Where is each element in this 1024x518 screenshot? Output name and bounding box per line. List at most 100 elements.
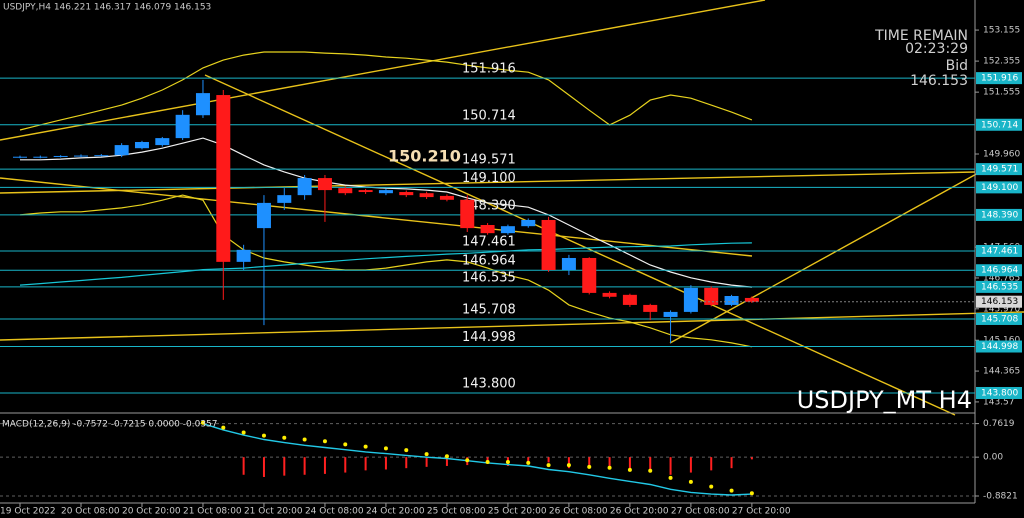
- candle-body: [460, 199, 475, 229]
- macd-signal-dot: [383, 446, 388, 451]
- macd-histogram-bar: [567, 457, 570, 469]
- macd-signal-dot: [404, 448, 409, 453]
- macd-line: [202, 423, 752, 496]
- trendline: [669, 171, 981, 344]
- macd-histogram-bar: [344, 457, 347, 473]
- candle-body: [602, 292, 617, 297]
- macd-y-tick-label: -0.8821: [983, 492, 1018, 502]
- candle-body: [500, 226, 515, 234]
- candle-body: [114, 145, 129, 156]
- plot-area: 153.155152.355151.555149.960147.560146.7…: [0, 26, 1022, 517]
- x-tick-label: 21 Oct 20:00: [244, 507, 303, 517]
- level-label: 145.708: [462, 302, 516, 317]
- macd-signal-dot: [363, 444, 368, 449]
- candle-body: [582, 257, 597, 293]
- x-tick-label: 27 Oct 08:00: [671, 507, 730, 517]
- candle-body: [541, 219, 556, 271]
- candle-body: [561, 257, 576, 271]
- macd-histogram-bar: [384, 457, 387, 470]
- candle-body: [297, 178, 312, 196]
- y-tick-label: 143.57: [983, 397, 1015, 407]
- level-price-label: 145.708: [981, 314, 1018, 324]
- candle-body: [480, 225, 495, 234]
- x-tick-label: 26 Oct 20:00: [610, 507, 669, 517]
- macd-y-tick-label: 0.00: [983, 453, 1003, 463]
- macd-signal-dot: [282, 435, 287, 440]
- macd-signal-dot: [587, 464, 592, 469]
- x-tick-label: 21 Oct 08:00: [183, 507, 242, 517]
- bid-label: Bid: [946, 58, 968, 74]
- level-price-box: [976, 280, 1022, 293]
- y-tick-label: 144.365: [983, 367, 1020, 377]
- level-price-box: [976, 340, 1022, 353]
- candle-body: [155, 138, 170, 146]
- candle-body: [683, 287, 698, 312]
- bid-price-label: 146.153: [981, 297, 1018, 307]
- level-price-label: 149.571: [981, 165, 1018, 175]
- indicator-line: [19, 242, 752, 286]
- macd-histogram-bar: [283, 457, 286, 476]
- level-price-box: [976, 208, 1022, 221]
- candle-body: [663, 311, 678, 317]
- candle-body: [175, 114, 190, 139]
- macd-signal-dot: [648, 468, 653, 473]
- timer-value: 02:23:29: [905, 41, 968, 57]
- macd-signal-dot: [709, 484, 714, 489]
- level-price-label: 143.800: [981, 388, 1018, 398]
- candle-body: [317, 178, 332, 191]
- bid-value: 146.153: [910, 73, 968, 89]
- macd-histogram-bar: [608, 457, 611, 469]
- candle-body: [399, 192, 414, 196]
- macd-histogram-bar: [710, 457, 713, 471]
- macd-signal-dot: [627, 467, 632, 472]
- trendlines: [0, 0, 1024, 416]
- x-tick-label: 27 Oct 20:00: [732, 507, 791, 517]
- level-label: 146.535: [462, 270, 516, 285]
- macd-signal-dot: [526, 460, 531, 465]
- timer-label: TIME REMAIN: [874, 28, 968, 44]
- candle-body: [94, 155, 109, 157]
- y-tick-label: 146.765: [983, 273, 1020, 283]
- macd-signal-dot: [444, 454, 449, 459]
- macd-signal-dot: [749, 491, 754, 496]
- chart-title: USDJPY,H4 146.221 146.317 146.079 146.15…: [3, 3, 211, 13]
- level-price-label: 148.390: [981, 210, 1018, 220]
- macd-signal-dot: [505, 460, 510, 464]
- level-price-box: [976, 118, 1022, 131]
- macd-histogram-bar: [364, 457, 367, 471]
- macd-signal-dot: [424, 452, 429, 457]
- macd-histogram-bar: [547, 457, 550, 463]
- level-price-label: 147.461: [981, 246, 1018, 256]
- x-tick-label: 26 Oct 08:00: [549, 507, 608, 517]
- candle-body: [13, 156, 27, 158]
- level-label: 147.461: [462, 234, 516, 249]
- macd-signal-dot: [546, 463, 551, 468]
- y-tick-label: 153.155: [983, 26, 1020, 36]
- candle-body: [216, 95, 231, 262]
- level-label: 144.998: [462, 330, 516, 345]
- macd-histogram-bar: [588, 457, 591, 467]
- candle-body: [195, 93, 210, 116]
- level-price-label: 149.100: [981, 183, 1018, 193]
- level-price-box: [976, 72, 1022, 85]
- macd-histogram-bar: [527, 457, 530, 464]
- macd-histogram-bar: [262, 457, 265, 477]
- candle-body: [622, 294, 637, 305]
- level-label: 148.390: [462, 198, 516, 213]
- level-label: 151.916: [462, 62, 516, 77]
- macd-histogram-bar: [445, 457, 448, 466]
- candle-body: [277, 195, 292, 203]
- candle-body: [33, 156, 48, 158]
- macd-signal-dot: [566, 463, 571, 468]
- level-price-box: [976, 312, 1022, 325]
- macd-signal-dot: [688, 479, 693, 484]
- macd-histogram-bar: [323, 457, 326, 474]
- level-price-label: 144.998: [981, 342, 1018, 352]
- level-label: 150.714: [462, 108, 516, 123]
- trendline: [0, 177, 753, 257]
- macd-histogram-bar: [649, 457, 652, 471]
- candle-body: [419, 193, 434, 198]
- macd-histogram-bar: [628, 457, 631, 470]
- candle-body: [704, 287, 719, 305]
